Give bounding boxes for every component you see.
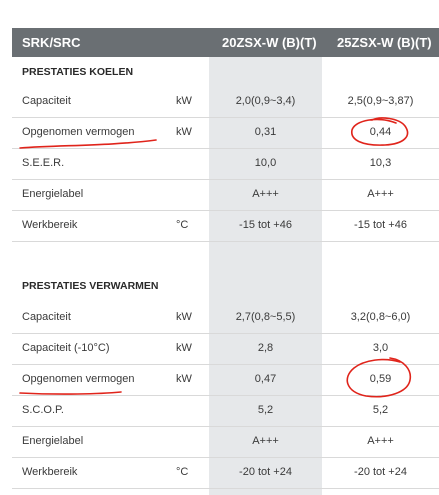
row-unit: °C [176,466,189,478]
table-header: SRK/SRC 20ZSX-W (B)(T) 25ZSX-W (B)(T) [12,28,439,57]
row-label: Energielabel [22,188,84,200]
value-25zsx: -20 tot +24 [354,466,407,478]
value-25zsx: 0,59 [369,373,392,385]
value-25zsx: 5,2 [372,404,389,416]
column-header-20zsx: 20ZSX-W (B)(T) [222,35,317,50]
model-header: SRK/SRC [22,35,81,50]
row-label: Capaciteit (-10°C) [22,342,110,354]
value-25zsx: -15 tot +46 [354,219,407,231]
value-25zsx: A+++ [367,188,394,200]
value-20zsx: 2,0(0,9~3,4) [235,95,296,107]
value-25zsx: 3,2(0,8~6,0) [350,311,411,323]
value-20zsx: 0,47 [254,373,277,385]
row-label: S.E.E.R. [22,157,65,169]
value-25zsx: 2,5(0,9~3,87) [347,95,414,107]
value-20zsx: 0,31 [254,126,277,138]
row-unit: °C [176,219,189,231]
value-20zsx: 5,2 [257,404,274,416]
value-25zsx: A+++ [367,435,394,447]
row-label: Opgenomen vermogen [22,373,135,385]
row-unit: kW [176,126,192,138]
table-row: Opgenomen vermogen kW 0,31 0,44 [12,117,439,149]
value-25zsx: 10,3 [369,157,392,169]
row-unit: kW [176,342,192,354]
table-row: S.C.O.P. 5,2 5,2 [12,395,439,427]
value-20zsx: A+++ [252,435,279,447]
row-label: Werkbereik [22,466,78,478]
value-25zsx: 0,44 [369,126,392,138]
row-unit: kW [176,311,192,323]
value-25zsx: 3,0 [372,342,389,354]
value-20zsx: 2,8 [257,342,274,354]
table-row: Capaciteit (-10°C) kW 2,8 3,0 [12,333,439,365]
table-row: Werkbereik °C -20 tot +24 -20 tot +24 [12,457,439,489]
highlighted-column-background [209,57,322,495]
table-row: Energielabel A+++ A+++ [12,426,439,458]
value-20zsx: -15 tot +46 [239,219,292,231]
table-row: Werkbereik °C -15 tot +46 -15 tot +46 [12,210,439,242]
table-row: Energielabel A+++ A+++ [12,179,439,211]
row-unit: kW [176,373,192,385]
value-20zsx: 10,0 [254,157,277,169]
value-20zsx: -20 tot +24 [239,466,292,478]
value-20zsx: 2,7(0,8~5,5) [235,311,296,323]
table-row: S.E.E.R. 10,0 10,3 [12,148,439,180]
table-row: Capaciteit kW 2,7(0,8~5,5) 3,2(0,8~6,0) [12,302,439,334]
row-unit: kW [176,95,192,107]
section-title-heating: PRESTATIES VERWARMEN [22,280,159,292]
table-row: Capaciteit kW 2,0(0,9~3,4) 2,5(0,9~3,87) [12,86,439,118]
column-header-25zsx: 25ZSX-W (B)(T) [337,35,432,50]
section-title-cooling: PRESTATIES KOELEN [22,66,134,78]
table-row: Opgenomen vermogen kW 0,47 0,59 [12,364,439,396]
row-label: Opgenomen vermogen [22,126,135,138]
row-label: S.C.O.P. [22,404,64,416]
value-20zsx: A+++ [252,188,279,200]
row-label: Werkbereik [22,219,78,231]
row-label: Capaciteit [22,95,71,107]
row-label: Energielabel [22,435,84,447]
row-label: Capaciteit [22,311,71,323]
